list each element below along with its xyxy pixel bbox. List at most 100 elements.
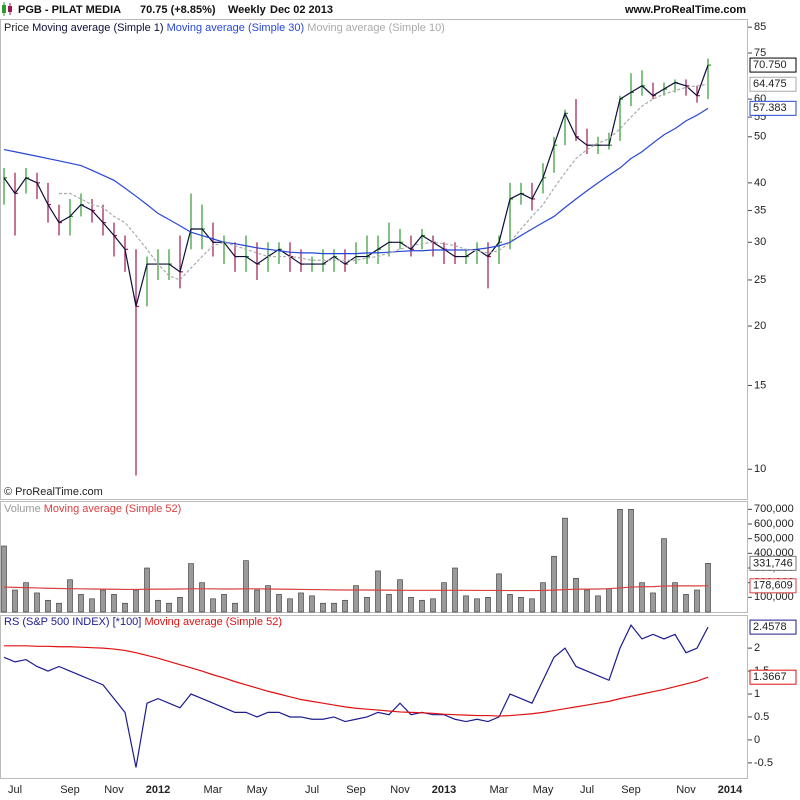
last-value-box [749, 555, 797, 571]
y-tick-label: 1 [754, 688, 760, 700]
series-line [59, 83, 709, 281]
volume-bar [144, 567, 150, 613]
volume-bar [551, 555, 557, 613]
x-tick-label: Sep [346, 784, 366, 796]
last-value-box [749, 76, 797, 92]
x-tick-label: Nov [104, 784, 124, 796]
volume-bar [375, 570, 381, 613]
y-tick-label: 500,000 [754, 533, 794, 545]
rs-panel [0, 615, 748, 779]
legend-entry: Volume [4, 503, 41, 515]
series-line [3, 107, 709, 255]
last-value-box [749, 100, 797, 116]
x-tick-label: Nov [390, 784, 410, 796]
legend-entry: Moving average (Simple 30) [167, 22, 305, 34]
volume-bar [331, 602, 337, 613]
app-icon [2, 2, 12, 16]
volume-bar [1, 545, 7, 613]
legend: Volume Moving average (Simple 52) [4, 503, 181, 515]
volume-bar [89, 598, 95, 613]
volume-bar [133, 589, 139, 613]
y-tick-label: 25 [754, 274, 766, 286]
volume-bar [232, 602, 238, 613]
series-line [3, 64, 709, 307]
y-tick-label: 10 [754, 463, 766, 475]
volume-bar [463, 595, 469, 613]
volume-bar [78, 594, 84, 613]
volume-bar [111, 594, 117, 613]
x-tick-label: May [247, 784, 268, 796]
volume-panel [0, 501, 748, 613]
x-tick-label: Jul [580, 784, 594, 796]
x-tick-label: Sep [621, 784, 641, 796]
last-value-label: 178,609 [753, 580, 793, 592]
last-value-label: 2.4578 [753, 621, 787, 633]
volume-bar [177, 597, 183, 613]
volume-bar [353, 585, 359, 613]
volume-bar [694, 589, 700, 613]
legend-entry: Moving average (Simple 1) [32, 22, 163, 34]
y-tick-label: 30 [754, 236, 766, 248]
volume-bar [408, 597, 414, 613]
symbol: PGB - PILAT MEDIA [18, 4, 121, 16]
volume-bar [166, 602, 172, 613]
y-tick-label: 2 [754, 642, 760, 654]
volume-bar [518, 597, 524, 613]
volume-bar [298, 592, 304, 613]
series-line [4, 645, 709, 717]
volume-bar [562, 517, 568, 613]
y-tick-label: 0.5 [754, 711, 769, 723]
volume-bar [364, 597, 370, 613]
volume-bar [628, 509, 634, 613]
y-tick-label: 600,000 [754, 518, 794, 530]
y-tick-label: 0 [754, 734, 760, 746]
volume-bar [419, 599, 425, 613]
y-tick-label: 35 [754, 204, 766, 216]
legend-entry: Moving average (Simple 52) [144, 616, 282, 628]
y-tick-label: 50 [754, 131, 766, 143]
volume-bar [606, 588, 612, 613]
x-tick-label: Mar [204, 784, 223, 796]
volume-bar [430, 598, 436, 613]
volume-bar [595, 595, 601, 613]
series-line [3, 585, 709, 592]
volume-bar [67, 579, 73, 613]
volume-bar [672, 582, 678, 613]
volume-bar [45, 599, 51, 613]
legend: Price Moving average (Simple 1) Moving a… [4, 22, 445, 34]
volume-bar [342, 599, 348, 613]
volume-bar [573, 577, 579, 613]
last-value-label: 331,746 [753, 557, 793, 569]
x-tick-label: 2013 [432, 784, 456, 796]
volume-bar [122, 602, 128, 613]
x-tick-label: Jul [8, 784, 22, 796]
last-value-label: 57.383 [753, 102, 787, 114]
volume-bar [474, 598, 480, 613]
period: Weekly [228, 4, 267, 16]
volume-bar [529, 598, 535, 613]
legend: RS (S&P 500 INDEX) [*100] Moving average… [4, 616, 282, 628]
legend-label: Price [4, 22, 29, 34]
x-tick-label: Sep [60, 784, 80, 796]
series-line [3, 624, 709, 768]
volume-bar [705, 563, 711, 613]
volume-bar [441, 582, 447, 613]
x-tick-label: 2014 [718, 784, 743, 796]
volume-bar [199, 582, 205, 613]
volume-bar [243, 560, 249, 613]
price-panel [0, 19, 748, 500]
legend-entry: Moving average (Simple 10) [307, 22, 445, 34]
volume-bar [397, 579, 403, 613]
y-tick-label: -0.5 [754, 757, 773, 769]
y-tick-label: 85 [754, 21, 766, 33]
x-tick-label: 2012 [146, 784, 170, 796]
last-value-label: 64.475 [753, 78, 787, 90]
volume-bar [188, 563, 194, 613]
date: Dec 02 2013 [270, 4, 333, 16]
volume-bar [386, 594, 392, 613]
volume-bar [639, 582, 645, 613]
volume-bar [683, 594, 689, 613]
